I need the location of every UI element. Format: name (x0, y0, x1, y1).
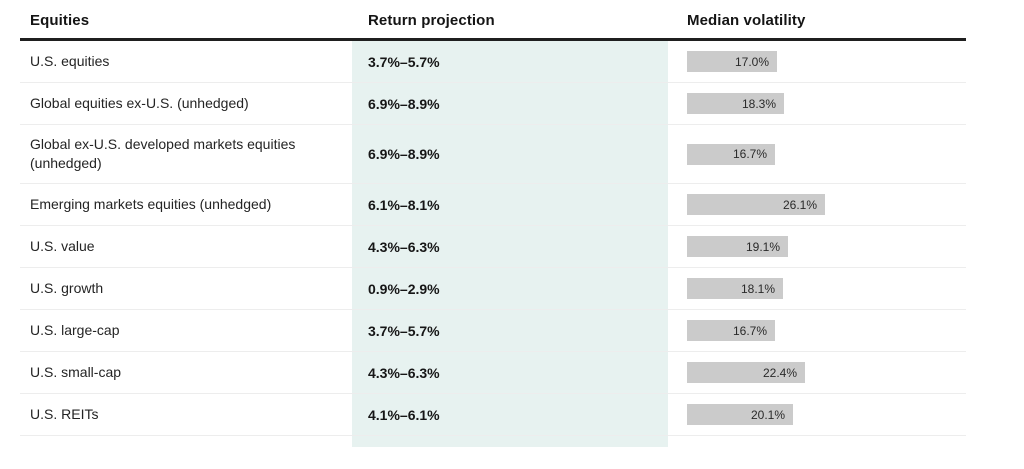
return-projection-value: 4.3%–6.3% (352, 226, 668, 267)
equity-label: U.S. REITs (30, 406, 99, 422)
equity-label: U.S. small-cap (30, 364, 122, 380)
volatility-bar-label: 19.1% (745, 239, 780, 254)
return-projection-value: 3.7%–5.7% (352, 310, 668, 351)
volatility-bar-label: 20.1% (750, 407, 785, 422)
bottom-strip-highlight (352, 436, 668, 447)
table-row: U.S. large-cap 3.7%–5.7% 16.7% (20, 310, 966, 352)
bottom-strip-left (20, 436, 352, 447)
column-header-median-volatility: Median volatility (687, 12, 806, 29)
volatility-bar-label: 22.4% (762, 365, 797, 380)
table-row: Global equities ex-U.S. (unhedged) 6.9%–… (20, 83, 966, 125)
column-header-return-projection: Return projection (368, 12, 495, 29)
volatility-cell: 16.7% (668, 310, 966, 351)
return-projection-value: 6.1%–8.1% (352, 184, 668, 225)
return-projection-value: 0.9%–2.9% (352, 268, 668, 309)
table-row: U.S. growth 0.9%–2.9% 18.1% (20, 268, 966, 310)
column-header-equities: Equities (30, 12, 90, 29)
return-projection-value: 6.9%–8.9% (352, 83, 668, 124)
volatility-cell: 18.3% (668, 83, 966, 124)
return-projection-value: 6.9%–8.9% (352, 125, 668, 183)
volatility-bar-label: 16.7% (732, 147, 767, 161)
volatility-bar: 16.7% (687, 143, 775, 165)
equity-label: Global equities ex-U.S. (unhedged) (30, 95, 249, 111)
table-body: U.S. equities 3.7%–5.7% 17.0% Global equ… (20, 41, 966, 436)
table-row: U.S. equities 3.7%–5.7% 17.0% (20, 41, 966, 83)
table-row: U.S. value 4.3%–6.3% 19.1% (20, 226, 966, 268)
volatility-cell: 19.1% (668, 226, 966, 267)
volatility-bar-label: 26.1% (782, 197, 817, 212)
equity-label: U.S. large-cap (30, 322, 120, 338)
volatility-bar-label: 18.1% (740, 281, 775, 296)
volatility-bar-label: 16.7% (732, 323, 767, 338)
table-row: U.S. REITs 4.1%–6.1% 20.1% (20, 394, 966, 436)
return-projection-value: 3.7%–5.7% (352, 41, 668, 82)
equity-label: U.S. value (30, 238, 95, 254)
volatility-bar: 20.1% (687, 404, 793, 425)
return-projection-value: 4.1%–6.1% (352, 394, 668, 435)
bottom-strip-right (668, 436, 966, 447)
table-row: Global ex-U.S. developed markets equitie… (20, 125, 966, 184)
equity-label: Global ex-U.S. developed markets equitie… (30, 136, 296, 171)
equity-label: U.S. growth (30, 280, 104, 296)
volatility-cell: 20.1% (668, 394, 966, 435)
table-header-row: Equities Return projection Median volati… (20, 3, 966, 41)
volatility-cell: 18.1% (668, 268, 966, 309)
volatility-bar: 26.1% (687, 194, 825, 215)
volatility-bar-label: 18.3% (741, 96, 776, 111)
volatility-bar: 22.4% (687, 362, 805, 383)
table-row: Emerging markets equities (unhedged) 6.1… (20, 184, 966, 226)
volatility-bar: 16.7% (687, 320, 775, 341)
volatility-cell: 26.1% (668, 184, 966, 225)
volatility-bar: 18.3% (687, 93, 784, 114)
equity-label: Emerging markets equities (unhedged) (30, 196, 272, 212)
volatility-bar: 19.1% (687, 236, 788, 257)
return-projection-value: 4.3%–6.3% (352, 352, 668, 393)
table-bottom-strip (20, 436, 966, 447)
volatility-cell: 16.7% (668, 125, 966, 183)
volatility-cell: 22.4% (668, 352, 966, 393)
volatility-bar: 17.0% (687, 51, 777, 72)
table-row: U.S. small-cap 4.3%–6.3% 22.4% (20, 352, 966, 394)
volatility-cell: 17.0% (668, 41, 966, 82)
equity-label: U.S. equities (30, 53, 110, 69)
volatility-bar: 18.1% (687, 278, 783, 299)
volatility-bar-label: 17.0% (734, 54, 769, 69)
equity-projections-table: Equities Return projection Median volati… (20, 3, 966, 447)
